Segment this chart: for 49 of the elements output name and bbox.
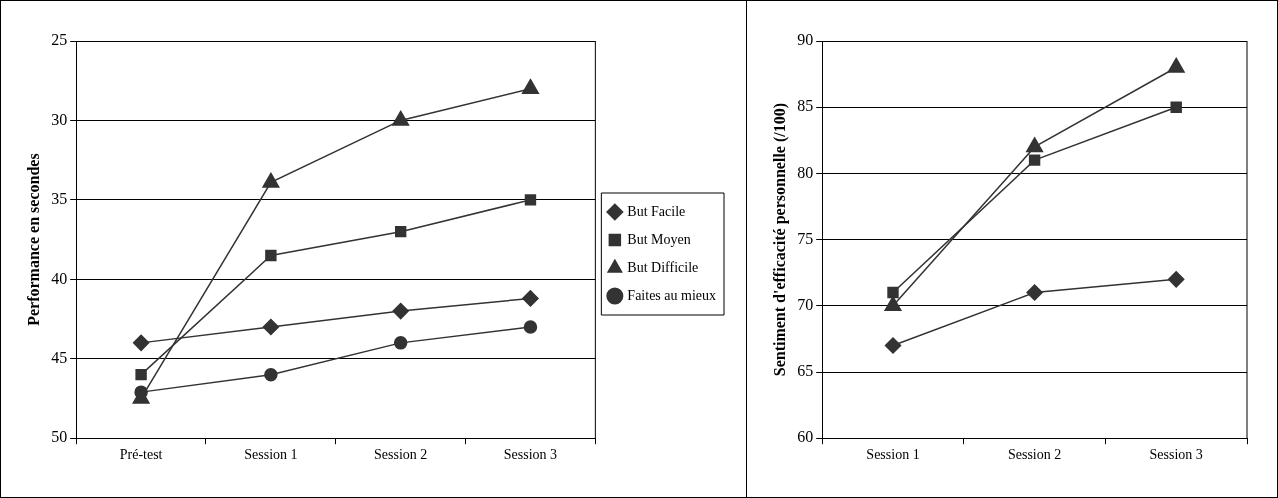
point <box>884 296 902 312</box>
point <box>1167 57 1185 73</box>
y-tick-label: 60 <box>797 428 814 446</box>
point <box>522 290 539 307</box>
y-tick-label: 35 <box>51 190 68 208</box>
x-tick-label: Session 1 <box>866 447 920 463</box>
point <box>1026 284 1043 301</box>
y-tick-label: 90 <box>797 31 814 49</box>
point <box>884 337 902 354</box>
point <box>262 172 280 188</box>
point <box>135 368 147 381</box>
y-tick-label: 50 <box>51 428 68 446</box>
point <box>132 334 150 352</box>
point <box>1170 101 1182 113</box>
x-tick-label: Session 3 <box>503 447 558 463</box>
point <box>265 249 277 262</box>
point <box>1026 137 1044 153</box>
point <box>1167 271 1185 288</box>
y-tick-label: 45 <box>51 348 68 366</box>
point <box>262 318 280 336</box>
point <box>392 110 410 126</box>
legend-label: But Moyen <box>627 231 691 247</box>
y-tick-label: 40 <box>51 269 68 287</box>
x-tick-label: Session 2 <box>1007 447 1062 463</box>
point <box>521 78 539 94</box>
point <box>392 302 409 320</box>
point <box>264 367 278 382</box>
y-tick-label: 75 <box>797 229 814 247</box>
x-tick-label: Session 3 <box>1149 447 1203 463</box>
y-tick-label: 65 <box>797 362 814 380</box>
y-tick-label: 25 <box>51 31 68 49</box>
point <box>1028 154 1041 166</box>
legend-label: But Facile <box>627 203 686 219</box>
y-tick-label: 30 <box>51 110 68 128</box>
x-tick-label: Pré-test <box>119 447 163 463</box>
point <box>394 225 407 238</box>
point <box>524 194 537 206</box>
point <box>887 286 899 299</box>
x-tick-label: Session 2 <box>374 447 428 463</box>
legend-label: But Difficile <box>627 259 699 275</box>
x-tick-label: Session 1 <box>244 447 298 463</box>
y-axis-title: Sentiment d'efficacité personnelle (/100) <box>770 102 789 377</box>
y-tick-label: 70 <box>797 296 814 313</box>
y-tick-label: 80 <box>797 163 814 181</box>
y-axis-title: Performance en secondes <box>24 153 42 326</box>
legend-label: Faites au mieux <box>627 287 717 303</box>
point <box>523 320 538 334</box>
y-tick-label: 85 <box>797 97 814 115</box>
point <box>393 336 408 350</box>
